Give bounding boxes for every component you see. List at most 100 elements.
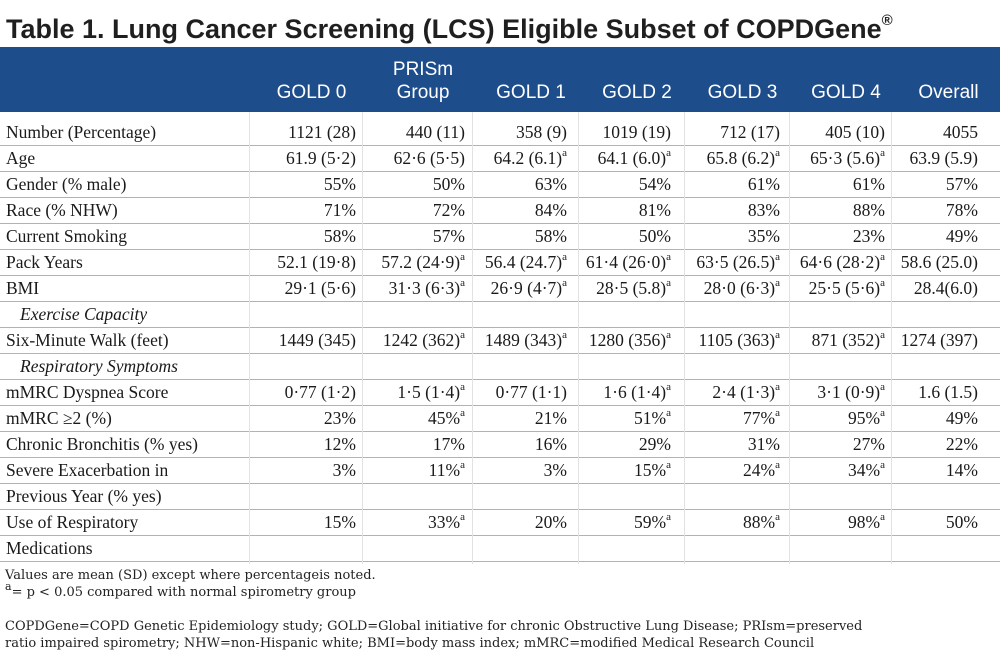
table-row: Six-Minute Walk (feet) 1449 (345) 1242 (36… [0, 328, 1000, 354]
row-label: Race (% NHW) [6, 200, 118, 220]
significance-mark: a [666, 329, 671, 342]
table-cell: 57.2 (24·9)a [381, 250, 465, 275]
cell-value: 23% [323, 408, 356, 428]
table-cell: 77%a [743, 406, 780, 431]
column-separator [891, 112, 892, 564]
table-cell: 88%a [743, 510, 780, 535]
table-cell: 712 (17) [720, 120, 780, 145]
table-cell: 31% [748, 432, 780, 457]
table-cell: 65.8 (6.2)a [707, 146, 780, 171]
table-cell: 50% [946, 510, 978, 535]
table-cell: 29·1 (5·6) [285, 276, 356, 301]
table-cell: 98%a [848, 510, 885, 535]
table-cell: 1019 (19) [602, 120, 671, 145]
column-header-2: PRISm Group [392, 59, 454, 103]
significance-mark: a [880, 381, 885, 394]
column-header-7: Overall [918, 82, 979, 103]
section-row: Exercise Capacity [0, 302, 1000, 328]
significance-mark: a [460, 277, 465, 290]
table-cell: 45%a [428, 406, 465, 431]
cell-value: 11% [428, 460, 461, 480]
row-label: Medications [6, 538, 93, 558]
table-cell: 26·9 (4·7)a [491, 276, 567, 301]
row-label: Severe Exacerbation in [6, 460, 169, 480]
cell-value: 29·1 (5·6) [284, 278, 356, 298]
cell-value: 12% [323, 434, 356, 454]
cell-value: 59% [634, 512, 667, 532]
table-row: Gender (% male) 55% 50% 63% 54% 61% 61% 57% [0, 172, 1000, 198]
table-cell: 63% [535, 172, 567, 197]
table-cell: 49% [946, 406, 978, 431]
significance-mark: a [460, 407, 465, 420]
cell-value: 58% [323, 226, 356, 246]
table-cell: 1242 (362)a [383, 328, 465, 353]
significance-mark: a [775, 459, 780, 472]
row-label: Number (Percentage) [6, 122, 157, 142]
table-cell: 35% [748, 224, 780, 249]
registered-mark: ® [881, 12, 893, 29]
table-cell: 16% [535, 432, 567, 457]
table-cell: 95%a [848, 406, 885, 431]
cell-value: 28.4(6.0) [913, 278, 978, 298]
table-title-text: Table 1. Lung Cancer Screening (LCS) Eli… [6, 14, 882, 44]
significance-mark: a [775, 251, 780, 264]
cell-value: 23% [852, 226, 885, 246]
significance-mark: a [880, 511, 885, 524]
cell-value: 62·6 (5·5) [393, 148, 465, 168]
table-row: BMI 29·1 (5·6) 31·3 (6·3)a 26·9 (4·7)a 28·5 … [0, 276, 1000, 302]
table-cell: 61.9 (5·2) [286, 146, 356, 171]
cell-value: 31% [747, 434, 780, 454]
table-cell: 71% [324, 198, 356, 223]
table-cell: 28·0 (6·3)a [704, 276, 780, 301]
column-header-5: GOLD 3 [707, 82, 778, 103]
significance-mark: a [775, 511, 780, 524]
table-row: mMRC ≥2 (%) 23% 45%a 21% 51%a 77%a 95%a 49% [0, 406, 1000, 432]
table-cell: 358 (9) [516, 120, 567, 145]
table-cell: 54% [639, 172, 671, 197]
significance-mark: a [460, 511, 465, 524]
significance-mark: a [880, 459, 885, 472]
significance-mark: a [880, 407, 885, 420]
note-significance: a= p < 0.05 compared with normal spirome… [5, 581, 995, 601]
cell-value: 28·0 (6·3) [703, 278, 776, 298]
table-cell: 88% [853, 198, 885, 223]
table-cell: 15%a [634, 458, 671, 483]
note-sig-text: = p < 0.05 compared with normal spiromet… [11, 585, 356, 600]
cell-value: 61·4 (26·0) [585, 252, 667, 272]
cell-value: 65.8 (6.2) [706, 148, 776, 168]
cell-value: 1121 (28) [288, 122, 356, 142]
table-cell: 55% [324, 172, 356, 197]
row-label: mMRC Dyspnea Score [6, 382, 169, 402]
table-row: Use of Respiratory 15% 33%a 20% 59%a 88%a 98%a… [0, 510, 1000, 536]
table-cell: 65·3 (5.6)a [810, 146, 885, 171]
table-row: Severe Exacerbation in 3% 11%a 3% 15%a 24%a 34… [0, 458, 1000, 484]
cell-value: 57% [945, 174, 978, 194]
cell-value: 22% [945, 434, 978, 454]
column-header-6: GOLD 4 [811, 82, 881, 103]
table-cell: 14% [946, 458, 978, 483]
cell-value: 1019 (19) [602, 122, 671, 142]
table-cell: 29% [639, 432, 671, 457]
column-header-1: GOLD 0 [276, 82, 347, 103]
table-cell: 23% [324, 406, 356, 431]
table-cell: 20% [535, 510, 567, 535]
significance-mark: a [880, 147, 885, 160]
row-label: mMRC ≥2 (%) [6, 408, 112, 428]
significance-mark: a [666, 459, 671, 472]
cell-value: 358 (9) [515, 122, 567, 142]
cell-value: 0·77 (1·2) [284, 382, 356, 402]
cell-value: 71% [323, 200, 356, 220]
table-cell: 52.1 (19·8) [277, 250, 356, 275]
cell-value: 57% [432, 226, 465, 246]
cell-value: 58% [534, 226, 567, 246]
section-label: Respiratory Symptoms [20, 356, 178, 376]
table-notes: Values are mean (SD) except where percen… [5, 567, 995, 652]
cell-value: 440 (11) [405, 122, 465, 142]
cell-value: 45% [428, 408, 461, 428]
significance-mark: a [666, 147, 671, 160]
note-values: Values are mean (SD) except where percen… [5, 568, 376, 583]
table-cell: 1274 (397) [901, 328, 978, 353]
significance-mark: a [666, 251, 671, 264]
significance-mark: a [775, 407, 780, 420]
cell-value: 20% [534, 512, 567, 532]
